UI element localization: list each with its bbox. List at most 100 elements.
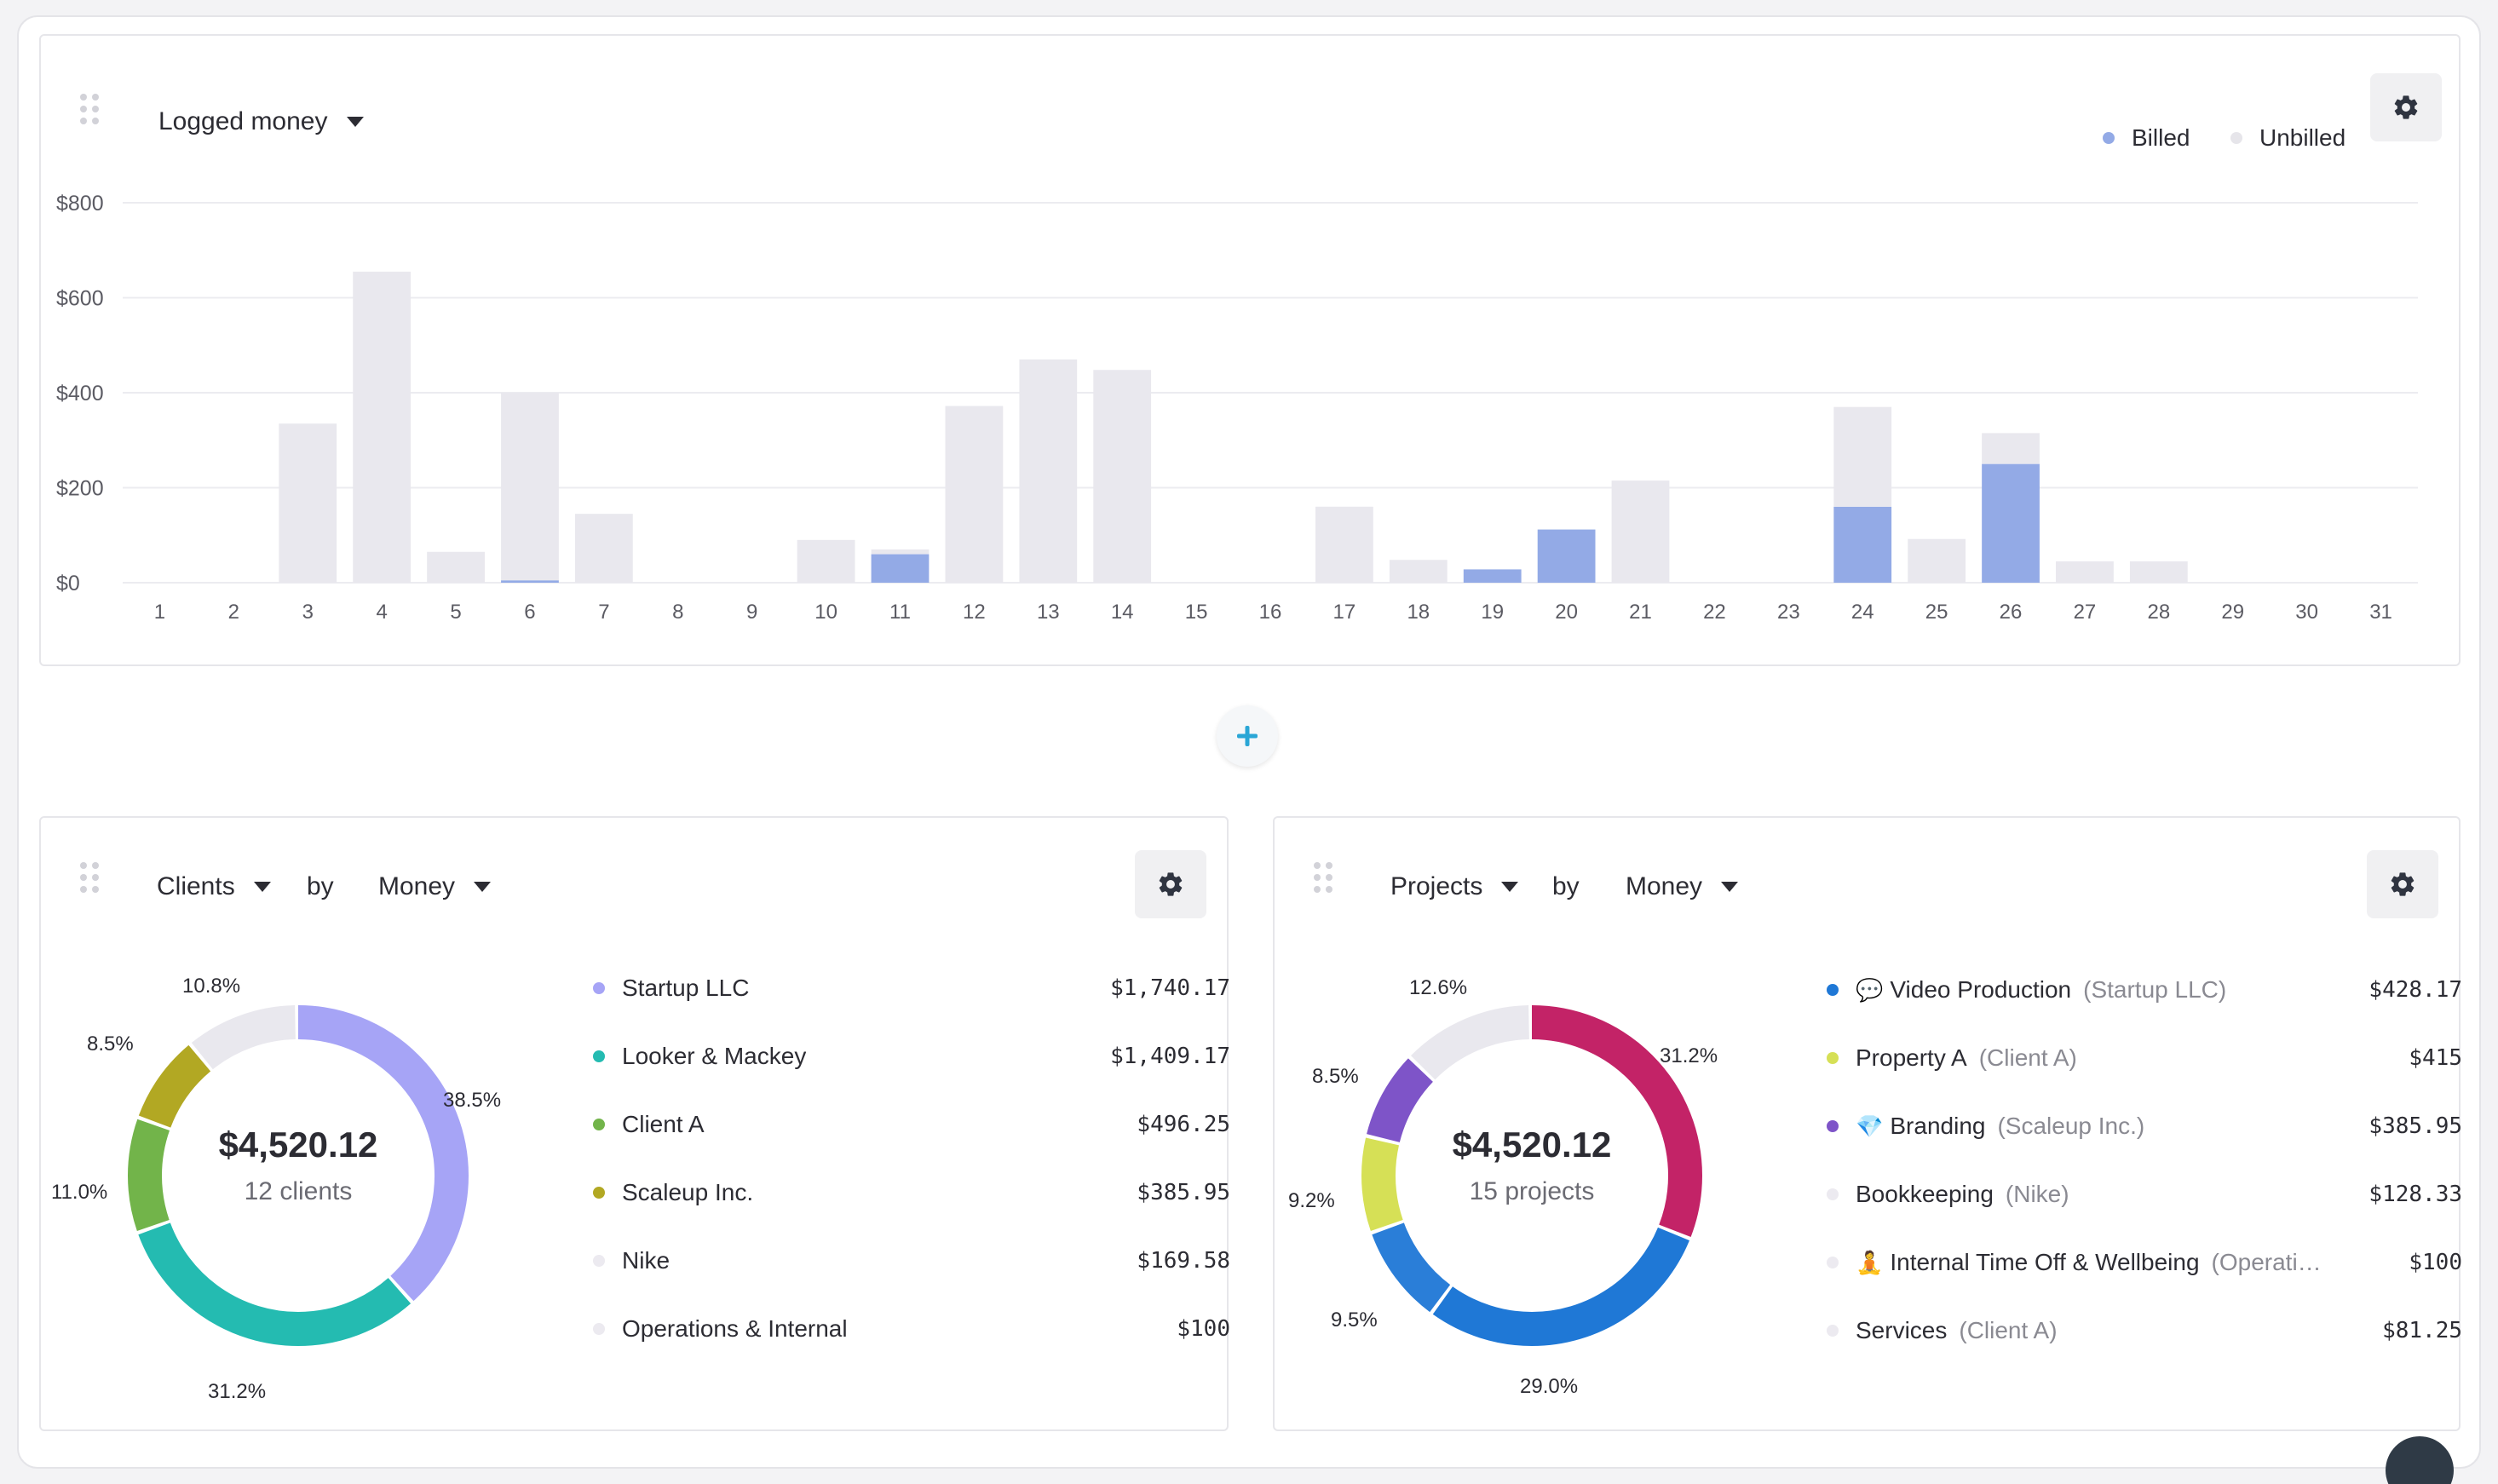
logged-money-widget: Logged money Billed Unbilled $0 $200 $400 $… bbox=[39, 34, 2461, 666]
group-by-label: Projects bbox=[1390, 872, 1483, 900]
bar-unbilled[interactable] bbox=[2056, 561, 2114, 583]
clients-donut-center: $4,520.12 12 clients bbox=[170, 1125, 426, 1206]
color-dot bbox=[1827, 984, 1839, 996]
metric-dropdown[interactable]: Money bbox=[1626, 872, 1739, 901]
bar-unbilled[interactable] bbox=[574, 514, 633, 583]
bar-unbilled[interactable] bbox=[1315, 506, 1373, 583]
clients-settings-button[interactable] bbox=[1135, 850, 1206, 918]
projects-pct-label: 9.2% bbox=[1288, 1189, 1335, 1212]
x-tick-label: 25 bbox=[1925, 601, 1948, 624]
list-item[interactable]: Operations & Internal $100 bbox=[593, 1312, 1230, 1346]
bar-unbilled[interactable] bbox=[501, 393, 559, 581]
bar-billed[interactable] bbox=[501, 580, 559, 583]
list-item[interactable]: 💎 Branding (Scaleup Inc.) $385.95 bbox=[1827, 1109, 2462, 1143]
bar-unbilled[interactable] bbox=[1908, 538, 1966, 583]
gear-icon bbox=[2394, 95, 2418, 119]
chevron-down-icon bbox=[1501, 882, 1519, 892]
donut-segment[interactable] bbox=[128, 1005, 469, 1346]
group-by-dropdown[interactable]: Projects bbox=[1390, 872, 1519, 901]
color-dot bbox=[593, 982, 605, 994]
list-item[interactable]: Startup LLC $1,740.17 bbox=[593, 971, 1230, 1005]
bar-unbilled[interactable] bbox=[1093, 370, 1152, 583]
list-item[interactable]: Services (Client A) $81.25 bbox=[1827, 1314, 2462, 1348]
projects-donut-chart bbox=[1361, 1005, 1702, 1346]
bar-billed[interactable] bbox=[1537, 529, 1596, 583]
list-item[interactable]: 💬 Video Production (Startup LLC) $428.17 bbox=[1827, 973, 2462, 1007]
clients-donut-chart bbox=[128, 1005, 469, 1346]
x-tick-label: 3 bbox=[302, 601, 314, 624]
item-amount: $496.25 bbox=[1137, 1112, 1230, 1137]
projects-settings-button[interactable] bbox=[2367, 850, 2438, 918]
clients-pct-label: 8.5% bbox=[87, 1032, 134, 1055]
item-amount: $128.33 bbox=[2368, 1182, 2462, 1207]
bar-unbilled[interactable] bbox=[871, 549, 930, 555]
bar-unbilled[interactable] bbox=[1982, 433, 2040, 464]
drag-handle-icon[interactable] bbox=[1314, 862, 1332, 893]
x-tick-label: 14 bbox=[1111, 601, 1134, 624]
clients-total: $4,520.12 bbox=[218, 1125, 378, 1165]
projects-count: 15 projects bbox=[1469, 1177, 1595, 1205]
color-dot bbox=[1827, 1052, 1839, 1064]
projects-pct-label: 29.0% bbox=[1520, 1375, 1579, 1398]
projects-list: 💬 Video Production (Startup LLC) $428.17 Pro… bbox=[1827, 973, 2462, 1363]
list-item[interactable]: Nike $169.58 bbox=[593, 1244, 1230, 1278]
bar-billed[interactable] bbox=[1463, 569, 1522, 583]
donut-segment[interactable] bbox=[1361, 1005, 1702, 1346]
project-emoji-icon: 💬 bbox=[1856, 976, 1884, 1003]
item-name: Video Production bbox=[1890, 976, 2072, 1003]
item-name: Bookkeeping bbox=[1856, 1181, 1994, 1207]
item-client: (Scaleup Inc.) bbox=[1997, 1113, 2145, 1139]
group-by-dropdown[interactable]: Clients bbox=[157, 872, 271, 901]
bar-unbilled[interactable] bbox=[1833, 406, 1892, 507]
list-item[interactable]: Bookkeeping (Nike) $128.33 bbox=[1827, 1177, 2462, 1211]
donut-segment[interactable] bbox=[1361, 1005, 1702, 1346]
y-tick-label: $800 bbox=[56, 192, 104, 216]
color-dot bbox=[1827, 1120, 1839, 1132]
bar-unbilled[interactable] bbox=[2129, 561, 2188, 583]
bar-unbilled[interactable] bbox=[1019, 359, 1078, 583]
legend-unbilled: Unbilled bbox=[2230, 124, 2345, 152]
bar-billed[interactable] bbox=[1833, 506, 1892, 583]
metric-dropdown[interactable]: Logged money bbox=[158, 107, 364, 136]
x-tick-label: 24 bbox=[1851, 601, 1874, 624]
x-tick-label: 17 bbox=[1333, 601, 1356, 624]
help-chat-button[interactable] bbox=[2386, 1436, 2454, 1484]
bar-billed[interactable] bbox=[871, 554, 930, 583]
metric-dropdown[interactable]: Money bbox=[378, 872, 492, 901]
drag-handle-icon[interactable] bbox=[80, 862, 99, 893]
drag-handle-icon[interactable] bbox=[80, 94, 99, 124]
chart-settings-button[interactable] bbox=[2370, 73, 2442, 141]
bar-unbilled[interactable] bbox=[427, 551, 485, 583]
x-tick-label: 16 bbox=[1259, 601, 1282, 624]
x-tick-label: 31 bbox=[2369, 601, 2392, 624]
projects-pct-label: 8.5% bbox=[1312, 1065, 1359, 1088]
item-client: (Client A) bbox=[1978, 1044, 2077, 1071]
color-dot bbox=[1827, 1257, 1839, 1268]
y-tick-label: $200 bbox=[56, 477, 104, 501]
donut-segment[interactable] bbox=[128, 1005, 469, 1346]
bar-unbilled[interactable] bbox=[797, 539, 855, 583]
clients-widget: Clients by Money $4,520.12 12 clients 38… bbox=[39, 816, 1230, 1431]
clients-pct-label: 38.5% bbox=[443, 1089, 502, 1112]
color-dot bbox=[593, 1050, 605, 1062]
list-item[interactable]: Scaleup Inc. $385.95 bbox=[593, 1176, 1230, 1210]
list-item[interactable]: Looker & Mackey $1,409.17 bbox=[593, 1039, 1230, 1073]
bar-billed[interactable] bbox=[1982, 463, 2040, 583]
list-item[interactable]: 🧘 Internal Time Off & Wellbeing (Operati… $… bbox=[1827, 1245, 2462, 1280]
donut-segment[interactable] bbox=[128, 1005, 469, 1346]
bar-unbilled[interactable] bbox=[1611, 480, 1670, 583]
bar-unbilled[interactable] bbox=[279, 423, 337, 583]
bar-unbilled[interactable] bbox=[945, 406, 1004, 583]
add-widget-button[interactable] bbox=[1217, 705, 1278, 767]
chevron-down-icon bbox=[346, 117, 364, 127]
bar-unbilled[interactable] bbox=[353, 271, 412, 583]
x-tick-label: 29 bbox=[2221, 601, 2244, 624]
donut-segment[interactable] bbox=[1361, 1005, 1702, 1346]
list-item[interactable]: Client A $496.25 bbox=[593, 1107, 1230, 1142]
list-item[interactable]: Property A (Client A) $415 bbox=[1827, 1041, 2462, 1075]
legend-billed: Billed bbox=[2103, 124, 2190, 152]
y-tick-label: $600 bbox=[56, 287, 104, 311]
bar-unbilled[interactable] bbox=[1389, 560, 1448, 583]
item-name: Looker & Mackey bbox=[622, 1043, 807, 1069]
item-amount: $428.17 bbox=[2368, 977, 2462, 1003]
